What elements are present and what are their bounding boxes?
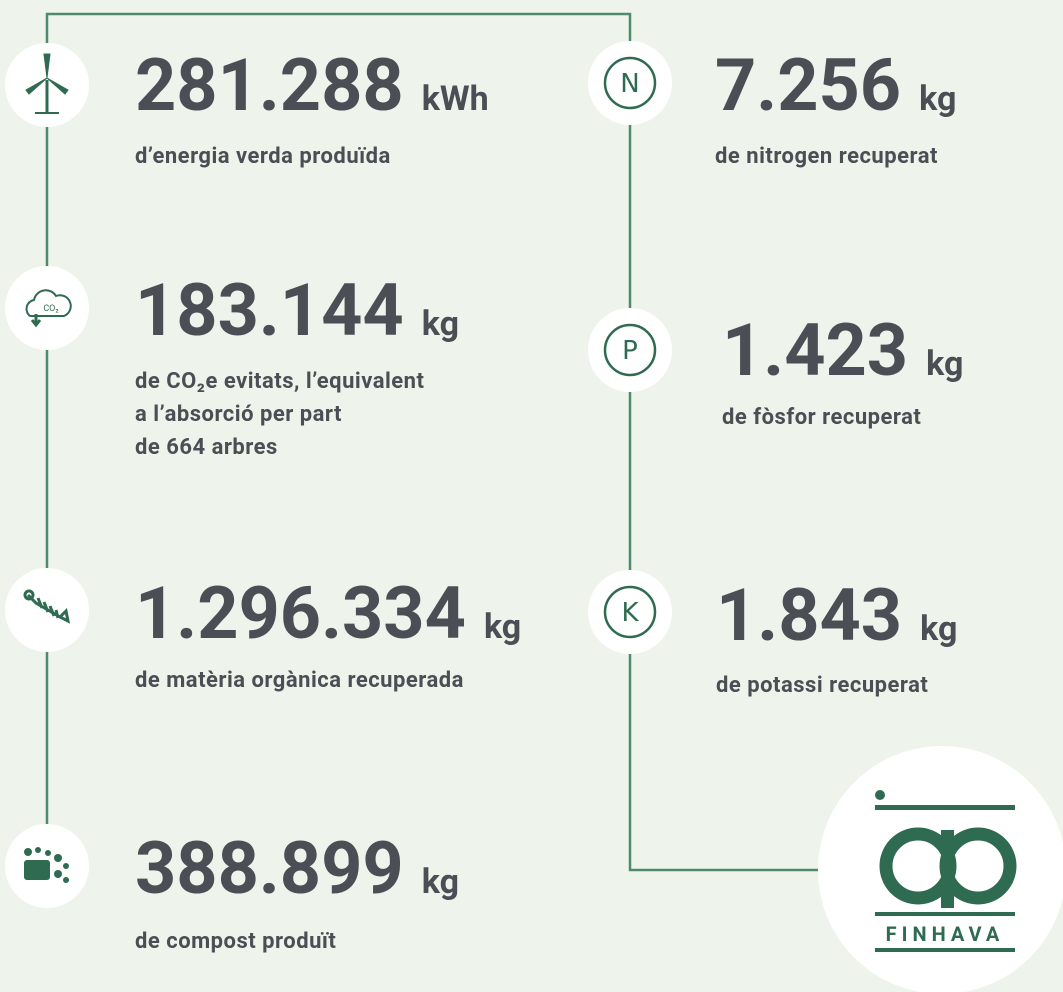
stat: 281.288 kWh (135, 43, 489, 128)
nutrient-letter: N (620, 69, 639, 99)
nutrient-letter: K (621, 598, 639, 628)
stat-unit: kg (484, 607, 521, 647)
stat-value: 1.843 (716, 573, 902, 658)
icon-circle (588, 41, 672, 125)
icon-circle (588, 308, 672, 392)
letter-rings (603, 56, 657, 639)
icon-circles (5, 41, 672, 908)
stat-description: de fòsfor recuperat (722, 405, 921, 430)
compost-icon (24, 847, 69, 883)
stat-unit: kg (919, 79, 956, 119)
stat-description: de nitrogen recuperat (715, 144, 938, 169)
stat-unit: kg (920, 609, 957, 649)
wind-icon (25, 53, 69, 114)
stat: 1.423 kg (722, 308, 963, 393)
logo (875, 790, 1017, 952)
stat: 1.843 kg (716, 573, 957, 658)
stat-unit: kg (926, 344, 963, 384)
stat: 1.296.334 kg (135, 571, 521, 656)
stat-description: de compost produït (135, 929, 336, 954)
stat-value: 1.423 (722, 308, 908, 393)
stat-description: de CO₂e evitats, l’equivalent (135, 369, 425, 394)
stat: 388.899 kg (135, 826, 459, 911)
icon-circle (588, 570, 672, 654)
stat: 183.144 kg (135, 268, 459, 353)
stat-description: de 664 arbres (135, 435, 278, 460)
cloud-icon (25, 289, 72, 328)
stat-value: 1.296.334 (135, 571, 466, 656)
stat-unit: kWh (422, 79, 489, 119)
cloud-icon-text: CO₂ (43, 304, 58, 314)
stat-value: 388.899 (135, 826, 404, 911)
stat-value: 183.144 (135, 268, 404, 353)
stat-description: de potassi recuperat (716, 673, 928, 698)
fish-icon (23, 589, 71, 624)
icon-circle (5, 266, 89, 350)
stat-unit: kg (422, 862, 459, 902)
nutrient-letter: P (622, 336, 638, 366)
stat-description: a l’absorció per part (135, 402, 342, 427)
stat: 7.256 kg (715, 43, 956, 128)
stat-value: 281.288 (135, 43, 404, 128)
stat-unit: kg (422, 304, 459, 344)
logo-text: FINHAVA (886, 922, 1005, 946)
stat-value: 7.256 (715, 43, 901, 128)
stat-description: d’energia verda produïda (135, 144, 391, 169)
stat-description: de matèria orgànica recuperada (135, 668, 464, 693)
